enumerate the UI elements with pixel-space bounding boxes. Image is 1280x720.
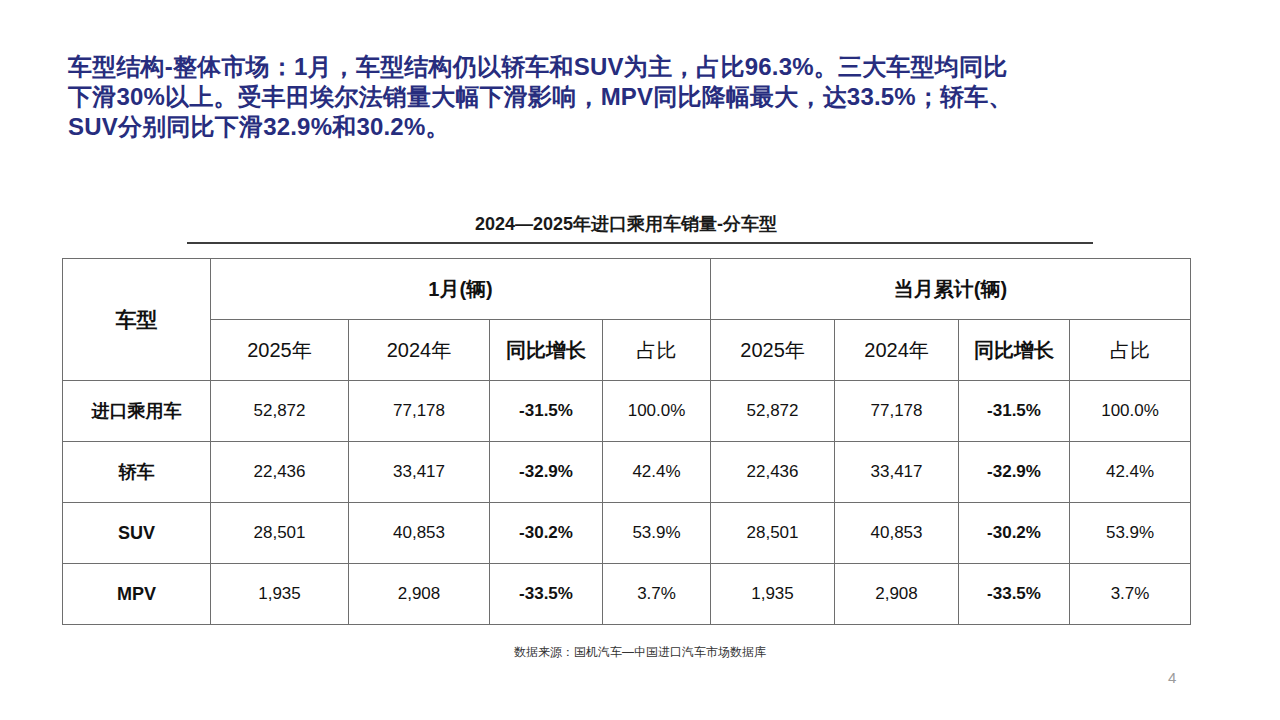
cell-jan-yoy: -33.5%: [490, 564, 603, 625]
slide-title: 车型结构-整体市场：1月，车型结构仍以轿车和SUV为主，占比96.3%。三大车型…: [68, 52, 1208, 142]
row-label: 轿车: [63, 442, 211, 503]
cell-cum-share: 53.9%: [1070, 503, 1191, 564]
cell-cum-yoy: -33.5%: [959, 564, 1070, 625]
cell-cum-2024: 2,908: [835, 564, 959, 625]
cell-jan-yoy: -30.2%: [490, 503, 603, 564]
cell-jan-yoy: -32.9%: [490, 442, 603, 503]
data-source-note: 数据来源：国机汽车—中国进口汽车市场数据库: [62, 644, 1218, 661]
cell-jan-2025: 1,935: [211, 564, 349, 625]
row-label: MPV: [63, 564, 211, 625]
cum-col-2024: 2024年: [835, 320, 959, 381]
jan-col-share: 占比: [603, 320, 711, 381]
cell-cum-2025: 22,436: [711, 442, 835, 503]
cell-jan-yoy: -31.5%: [490, 381, 603, 442]
cell-cum-2024: 77,178: [835, 381, 959, 442]
cell-cum-share: 3.7%: [1070, 564, 1191, 625]
table-row-sedan: 轿车 22,436 33,417 -32.9% 42.4% 22,436 33,…: [63, 442, 1191, 503]
cell-jan-2024: 33,417: [349, 442, 490, 503]
table-row-total: 进口乘用车 52,872 77,178 -31.5% 100.0% 52,872…: [63, 381, 1191, 442]
slide-canvas: 车型结构-整体市场：1月，车型结构仍以轿车和SUV为主，占比96.3%。三大车型…: [0, 0, 1280, 720]
vehicle-type-header: 车型: [63, 259, 211, 381]
table-row-suv: SUV 28,501 40,853 -30.2% 53.9% 28,501 40…: [63, 503, 1191, 564]
jan-col-2024: 2024年: [349, 320, 490, 381]
cell-cum-2025: 28,501: [711, 503, 835, 564]
cell-jan-2025: 52,872: [211, 381, 349, 442]
cell-cum-2025: 52,872: [711, 381, 835, 442]
cum-col-share: 占比: [1070, 320, 1191, 381]
slide-title-line-1: 车型结构-整体市场：1月，车型结构仍以轿车和SUV为主，占比96.3%。三大车型…: [68, 52, 1208, 82]
cell-cum-share: 100.0%: [1070, 381, 1191, 442]
group-header-january: 1月(辆): [211, 259, 711, 320]
header-row-sub: 2025年 2024年 同比增长 占比 2025年 2024年 同比增长 占比: [63, 320, 1191, 381]
slide-title-line-3: SUV分别同比下滑32.9%和30.2%。: [68, 112, 1208, 142]
cell-jan-share: 53.9%: [603, 503, 711, 564]
row-label: SUV: [63, 503, 211, 564]
cell-cum-2024: 40,853: [835, 503, 959, 564]
cell-cum-share: 42.4%: [1070, 442, 1191, 503]
cell-cum-yoy: -30.2%: [959, 503, 1070, 564]
table-row-mpv: MPV 1,935 2,908 -33.5% 3.7% 1,935 2,908 …: [63, 564, 1191, 625]
cell-cum-2025: 1,935: [711, 564, 835, 625]
sales-table: 车型 1月(辆) 当月累计(辆) 2025年 2024年 同比增长 占比 202…: [62, 258, 1191, 625]
cell-jan-2024: 40,853: [349, 503, 490, 564]
cell-jan-2024: 77,178: [349, 381, 490, 442]
table-title: 2024—2025年进口乘用车销量-分车型: [62, 212, 1190, 236]
cell-jan-share: 100.0%: [603, 381, 711, 442]
cell-cum-2024: 33,417: [835, 442, 959, 503]
cell-cum-yoy: -32.9%: [959, 442, 1070, 503]
cum-col-2025: 2025年: [711, 320, 835, 381]
cell-jan-share: 3.7%: [603, 564, 711, 625]
slide-title-line-2: 下滑30%以上。受丰田埃尔法销量大幅下滑影响，MPV同比降幅最大，达33.5%；…: [68, 82, 1208, 112]
header-row-groups: 车型 1月(辆) 当月累计(辆): [63, 259, 1191, 320]
cell-jan-2025: 28,501: [211, 503, 349, 564]
cell-jan-share: 42.4%: [603, 442, 711, 503]
group-header-cumulative: 当月累计(辆): [711, 259, 1191, 320]
cum-col-yoy: 同比增长: [959, 320, 1070, 381]
row-label: 进口乘用车: [63, 381, 211, 442]
cell-jan-2025: 22,436: [211, 442, 349, 503]
jan-col-yoy: 同比增长: [490, 320, 603, 381]
jan-col-2025: 2025年: [211, 320, 349, 381]
title-underline-rule: [187, 242, 1093, 244]
page-number: 4: [1168, 669, 1176, 686]
cell-jan-2024: 2,908: [349, 564, 490, 625]
cell-cum-yoy: -31.5%: [959, 381, 1070, 442]
